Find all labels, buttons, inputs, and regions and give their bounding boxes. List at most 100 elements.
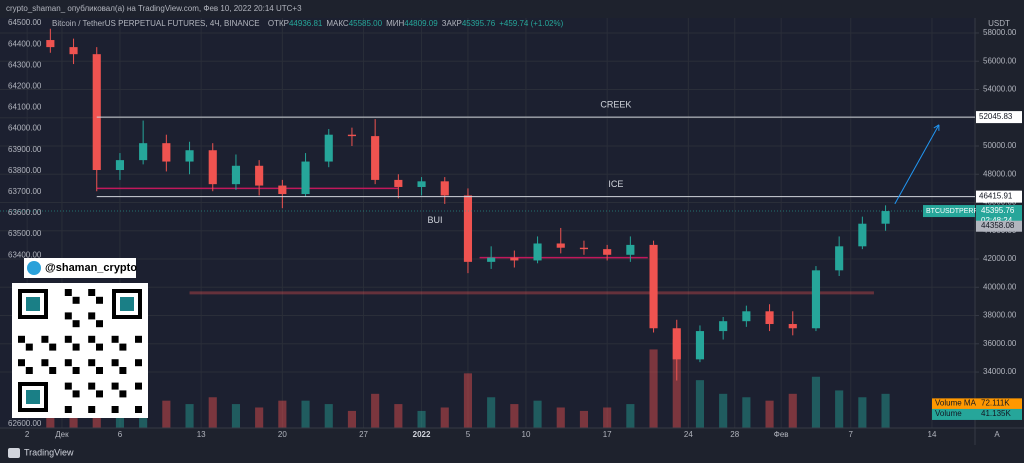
qr-module — [96, 296, 103, 304]
qr-module — [18, 359, 25, 367]
volume-bar — [579, 410, 589, 428]
volume-bar — [765, 400, 774, 428]
candle-body — [811, 270, 821, 329]
qr-module — [96, 320, 103, 328]
x-tick-label: 5 — [466, 430, 471, 439]
candle-body — [139, 143, 148, 161]
y-tick-label: 56000.00 — [983, 56, 1017, 65]
handle-box — [24, 258, 136, 278]
candle-body — [626, 244, 635, 255]
qr-module — [64, 312, 72, 320]
volume-bar — [881, 393, 890, 428]
ohlc-value: 44936.81 — [289, 19, 323, 28]
candle-body — [69, 47, 78, 55]
volume-bar — [626, 404, 635, 428]
volume-badge — [932, 408, 1022, 420]
qr-module — [64, 382, 72, 390]
y2-tick-label: 64000.00 — [8, 124, 42, 133]
volume-bar — [835, 390, 844, 428]
qr-module — [135, 359, 142, 367]
qr-module — [119, 367, 127, 374]
volume-bar — [394, 404, 403, 428]
qr-module — [88, 335, 96, 343]
arrow — [894, 124, 940, 205]
candle-body — [255, 165, 264, 186]
x-tick-label: Фев — [774, 430, 789, 439]
candle-body — [510, 257, 519, 261]
volume-bar — [719, 393, 728, 428]
candle-body — [858, 223, 867, 247]
candle-body — [719, 321, 728, 332]
candle-body — [394, 179, 403, 187]
candle-body — [208, 150, 217, 185]
qr-modules — [18, 289, 142, 413]
y-tick-label: 38000.00 — [983, 311, 1017, 320]
volume-bar — [811, 376, 821, 428]
y2-tick-label: 63400.00 — [8, 250, 42, 259]
y2-tick-label: 64300.00 — [8, 60, 42, 69]
volume-bar — [162, 400, 171, 428]
volume-badge-label: 41.135K — [981, 409, 1011, 418]
x-tick-label: 2022 — [413, 430, 431, 439]
volume-badge-label: 72.111K — [981, 398, 1010, 407]
qr-module — [72, 343, 80, 351]
symbol-line: Bitcoin / TetherUS PERPETUAL FUTURES, 4Ч… — [52, 19, 564, 28]
y-tick-label: 48000.00 — [983, 169, 1017, 178]
qr-finder — [26, 390, 40, 404]
x-tick-label: 14 — [928, 430, 937, 439]
qr-module — [135, 406, 142, 413]
y2-tick-label: 63600.00 — [8, 208, 42, 217]
qr-module — [64, 289, 72, 296]
ohlc-value: 45585.00 — [349, 19, 383, 28]
level-name: CREEK — [600, 99, 631, 109]
volume-bar — [649, 349, 658, 428]
y2-tick-label: 63900.00 — [8, 145, 42, 154]
qr-module — [135, 335, 142, 343]
qr-finder — [26, 297, 40, 311]
volume-bar — [440, 407, 449, 428]
qr-module — [41, 359, 49, 367]
candle-body — [278, 185, 287, 195]
ohlc-label: МАКС — [326, 19, 349, 28]
qr-module — [72, 367, 80, 374]
qr-module — [72, 390, 80, 398]
candle-body — [533, 243, 542, 261]
last-price: 45395.76 — [981, 206, 1015, 215]
qr-module — [25, 343, 33, 351]
candle-body — [115, 160, 125, 171]
volume-bar — [255, 407, 264, 428]
brand-logo — [8, 448, 20, 458]
volume-bar — [208, 397, 217, 428]
symbol-badge-label: BTCUSDTPERP — [926, 208, 978, 215]
qr-module — [41, 335, 49, 343]
x-tick-label: Дек — [55, 430, 69, 439]
volume-bar — [788, 393, 797, 428]
ohlc-label: ЗАКР — [442, 19, 462, 28]
x-tick-label: 10 — [522, 430, 531, 439]
qr-module — [64, 335, 72, 343]
qr-module — [64, 359, 72, 367]
y2-tick-label: 64500.00 — [8, 18, 42, 27]
volume-bar — [301, 400, 310, 428]
change: +459.74 (+1.02%) — [499, 19, 563, 28]
candle-body — [556, 243, 565, 248]
x-tick-label: 6 — [118, 430, 123, 439]
x-tick-label: 20 — [278, 430, 287, 439]
qr-module — [119, 343, 127, 351]
symbol: Bitcoin / TetherUS PERPETUAL FUTURES, 4Ч… — [52, 19, 260, 28]
qr-module — [88, 406, 96, 413]
y-tick-label: 40000.00 — [983, 282, 1017, 291]
candle-body — [765, 311, 774, 325]
auto-button[interactable]: A — [994, 430, 1000, 439]
ohlc-label: МИН — [386, 19, 404, 28]
qr-module — [49, 367, 57, 374]
arrow-head — [933, 124, 940, 131]
qr-module — [88, 312, 96, 320]
volume-bar — [672, 339, 681, 428]
qr-module — [88, 289, 96, 296]
qr-module — [64, 406, 72, 413]
qr-module — [111, 335, 119, 343]
candle-body — [185, 150, 194, 162]
